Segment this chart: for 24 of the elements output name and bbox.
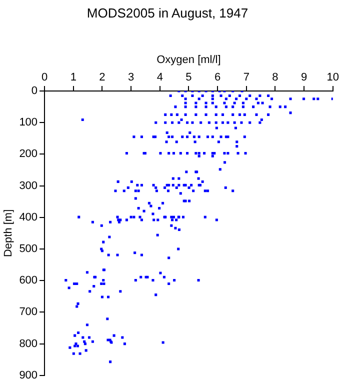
- x-tick-label: 10: [326, 71, 340, 84]
- y-tick-label: 200: [19, 148, 38, 160]
- y-tick-label: 500: [19, 243, 38, 256]
- y-tick-label: 400: [19, 211, 38, 224]
- x-tick-label: 5: [186, 71, 192, 84]
- x-tick-label: 2: [99, 71, 106, 84]
- x-tick-label: 7: [243, 71, 250, 84]
- chart-title: MODS2005 in August, 1947: [86, 5, 248, 20]
- x-tick-label: 8: [272, 71, 278, 84]
- x-tick-label: 1: [70, 71, 76, 84]
- x-axis-title: Oxygen [ml/l]: [156, 54, 221, 66]
- y-tick-label: 800: [19, 338, 38, 350]
- x-tick-label: 0: [41, 71, 48, 84]
- y-tick-label: 600: [19, 274, 38, 287]
- x-tick-label: 4: [156, 71, 163, 84]
- y-tick-label: 700: [19, 306, 38, 318]
- x-tick-label: 9: [300, 71, 308, 84]
- y-tick-label: 300: [19, 180, 38, 192]
- x-tick-label: 3: [128, 71, 134, 84]
- y-tick-label: 900: [19, 369, 38, 382]
- y-tick-label: 100: [19, 116, 38, 129]
- y-tick-label: 0: [31, 85, 38, 98]
- x-tick-label: 6: [214, 71, 221, 84]
- y-axis-title: Depth [m]: [2, 209, 15, 258]
